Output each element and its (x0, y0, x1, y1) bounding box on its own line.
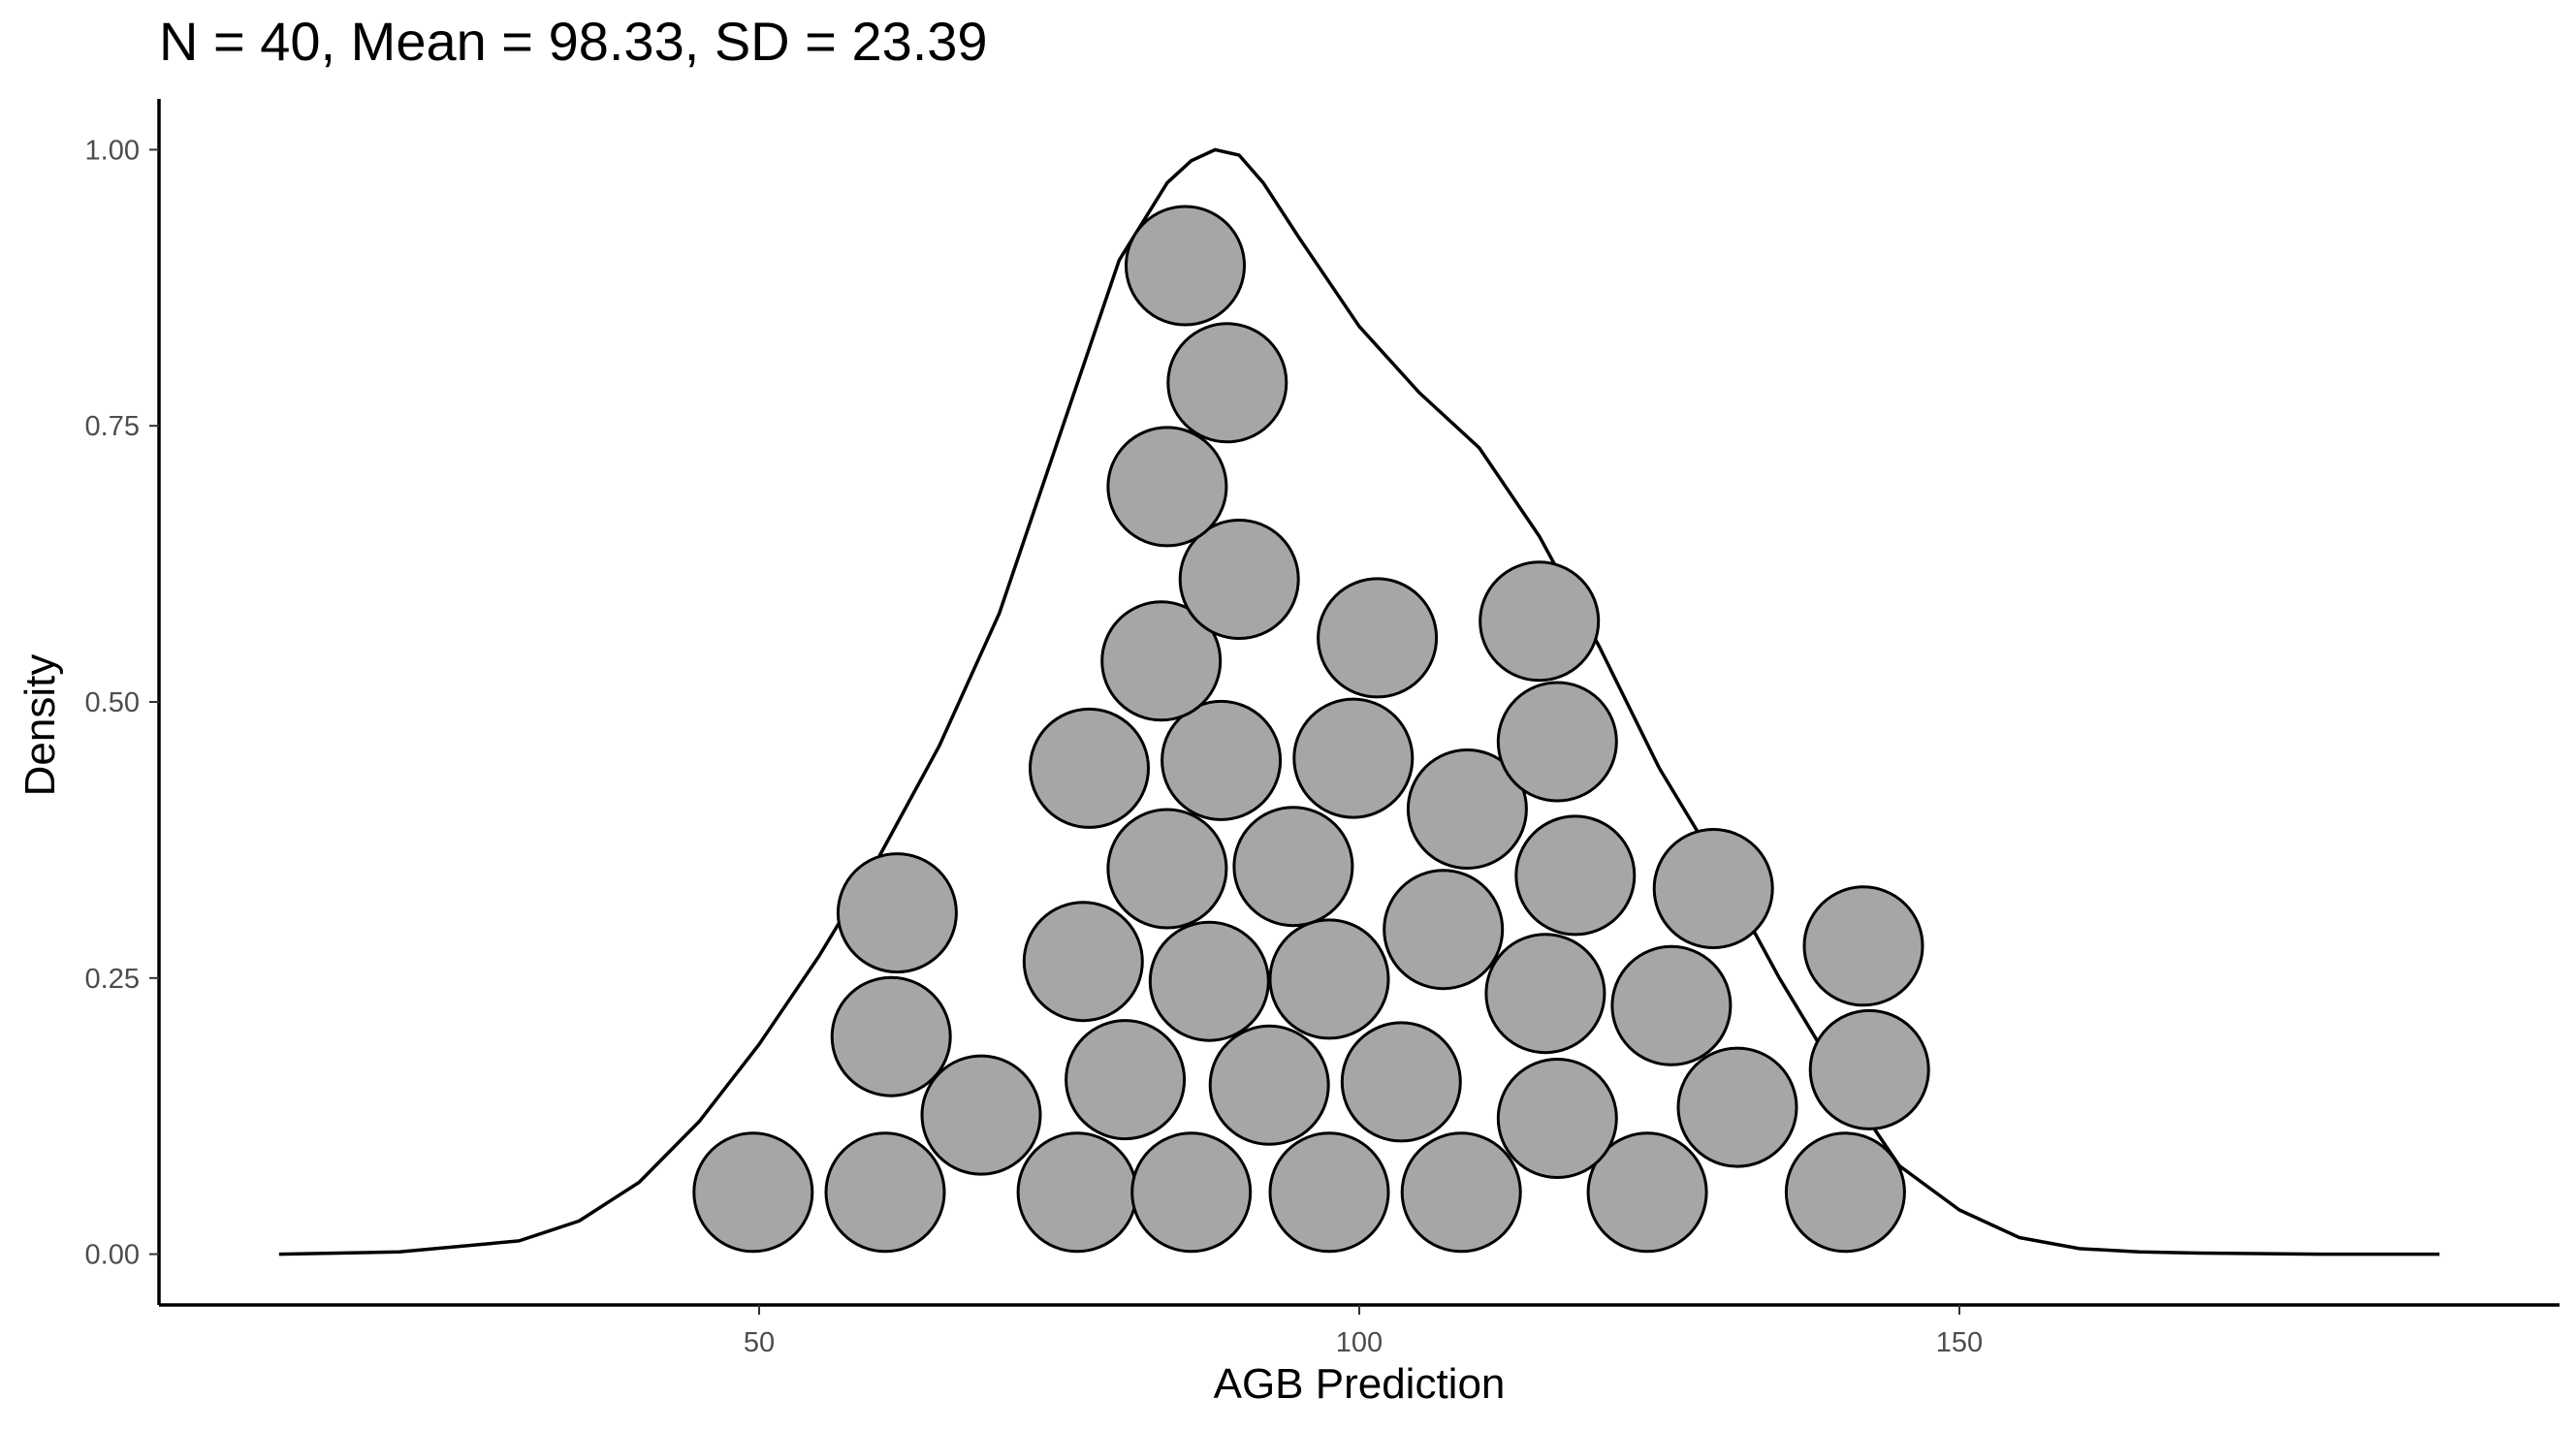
data-point-19 (1268, 918, 1390, 1040)
data-point-22 (1610, 944, 1733, 1066)
data-point-38 (1106, 426, 1228, 548)
data-point-14 (1676, 1046, 1798, 1168)
data-point-32 (1406, 748, 1528, 870)
x-tick-label: 50 (744, 1327, 775, 1358)
y-tick-label: 1.00 (85, 135, 140, 166)
y-tick-label: 0.50 (85, 687, 140, 718)
density-curve-layer (278, 147, 2440, 1256)
data-point-37 (1178, 519, 1300, 640)
data-point-31 (1292, 697, 1415, 819)
data-point-2 (824, 1131, 946, 1254)
y-axis-label: Density (16, 654, 64, 797)
x-axis-label: AGB Prediction (1214, 1360, 1506, 1408)
data-point-15 (1808, 1008, 1930, 1130)
data-point-6 (1400, 1131, 1522, 1254)
data-point-28 (1652, 828, 1774, 949)
data-point-34 (1100, 600, 1223, 722)
y-tick-label: 0.75 (85, 411, 140, 442)
data-point-30 (1161, 699, 1283, 821)
y-tick-label: 0.00 (85, 1240, 140, 1271)
data-point-40 (1125, 205, 1246, 327)
data-point-17 (1022, 901, 1144, 1023)
data-point-4 (1130, 1131, 1253, 1254)
data-point-26 (1232, 806, 1354, 928)
chart-title: N = 40, Mean = 98.33, SD = 23.39 (159, 11, 988, 72)
data-point-3 (1016, 1131, 1138, 1254)
data-point-35 (1317, 577, 1439, 699)
y-axis-ticks: 0.00 0.25 0.50 0.75 1.00 (85, 135, 159, 1271)
data-point-11 (1208, 1024, 1330, 1146)
data-point-25 (1106, 808, 1228, 930)
data-point-24 (836, 852, 958, 974)
density-curve (278, 147, 2440, 1256)
data-point-33 (1496, 681, 1618, 803)
data-point-23 (1802, 885, 1924, 1007)
data-point-13 (1496, 1058, 1618, 1179)
data-point-9 (920, 1054, 1042, 1176)
data-point-36 (1479, 560, 1601, 683)
data-point-39 (1166, 322, 1288, 444)
data-point-7 (1586, 1131, 1708, 1254)
data-point-29 (1029, 707, 1150, 829)
data-point-18 (1148, 920, 1270, 1042)
x-tick-label: 150 (1936, 1327, 1983, 1358)
data-point-27 (1514, 814, 1637, 937)
data-points-layer (692, 205, 1930, 1254)
x-tick-label: 100 (1336, 1327, 1383, 1358)
y-tick-label: 0.25 (85, 964, 140, 995)
x-axis-ticks: 50 100 150 (744, 1305, 1983, 1358)
data-point-12 (1340, 1021, 1462, 1143)
data-point-10 (1065, 1019, 1187, 1141)
data-point-21 (1484, 933, 1606, 1055)
data-point-1 (692, 1131, 814, 1254)
data-point-5 (1268, 1131, 1390, 1254)
data-point-20 (1383, 869, 1505, 991)
data-point-8 (1784, 1131, 1906, 1254)
data-point-16 (830, 975, 952, 1097)
